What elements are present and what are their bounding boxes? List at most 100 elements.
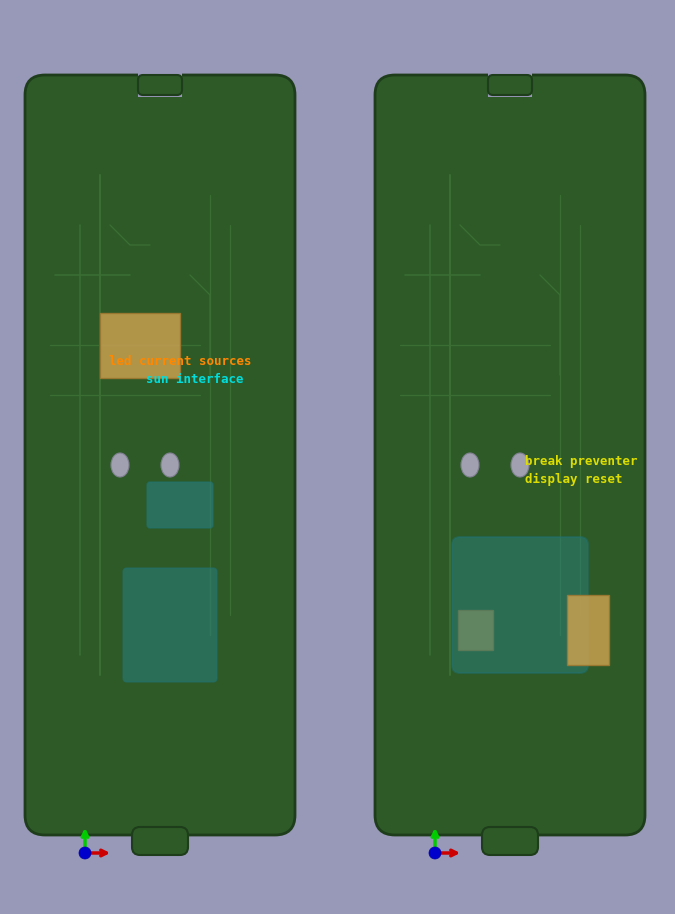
Bar: [111, 730, 119, 736]
Circle shape: [491, 154, 497, 162]
Circle shape: [567, 802, 573, 808]
Bar: [173, 490, 184, 496]
Bar: [495, 586, 509, 596]
Bar: [90, 781, 99, 787]
Circle shape: [431, 109, 443, 121]
Bar: [153, 322, 161, 328]
Bar: [591, 626, 601, 634]
Bar: [419, 710, 423, 719]
Ellipse shape: [111, 453, 129, 477]
Bar: [623, 720, 631, 726]
Circle shape: [153, 154, 159, 162]
Bar: [273, 780, 281, 786]
Bar: [111, 740, 119, 746]
Bar: [111, 335, 119, 343]
Bar: [454, 766, 462, 771]
Bar: [390, 196, 404, 204]
Bar: [452, 740, 458, 746]
Bar: [179, 663, 193, 671]
FancyBboxPatch shape: [452, 537, 588, 673]
Bar: [117, 781, 126, 787]
Circle shape: [78, 292, 82, 297]
Bar: [623, 744, 631, 750]
Circle shape: [188, 572, 192, 578]
Bar: [273, 708, 281, 714]
Bar: [421, 740, 429, 746]
Circle shape: [497, 252, 502, 258]
Bar: [188, 510, 200, 516]
Circle shape: [511, 792, 517, 798]
Circle shape: [148, 592, 153, 598]
Bar: [72, 730, 78, 736]
Circle shape: [227, 292, 232, 297]
Bar: [517, 564, 531, 574]
Bar: [124, 335, 134, 343]
Ellipse shape: [461, 453, 479, 477]
Circle shape: [150, 95, 170, 115]
Circle shape: [468, 533, 472, 537]
Bar: [462, 740, 468, 746]
Circle shape: [387, 772, 423, 808]
Bar: [117, 758, 126, 762]
Bar: [454, 758, 462, 762]
Circle shape: [140, 154, 148, 162]
Circle shape: [565, 800, 575, 810]
Bar: [90, 773, 99, 779]
Bar: [229, 176, 237, 184]
Bar: [523, 631, 537, 639]
Circle shape: [217, 272, 223, 278]
Circle shape: [605, 105, 625, 125]
Bar: [113, 263, 127, 272]
Bar: [184, 136, 192, 144]
Bar: [153, 335, 161, 343]
Circle shape: [514, 145, 522, 153]
Bar: [623, 696, 631, 702]
Bar: [103, 766, 113, 771]
Bar: [216, 211, 224, 218]
Bar: [229, 211, 237, 218]
Bar: [113, 246, 127, 254]
Bar: [592, 211, 600, 218]
Bar: [103, 758, 113, 762]
Circle shape: [585, 802, 591, 808]
Circle shape: [487, 552, 493, 558]
Bar: [117, 773, 126, 779]
Circle shape: [149, 792, 155, 798]
Circle shape: [396, 781, 414, 799]
Circle shape: [128, 154, 136, 162]
Bar: [113, 196, 127, 204]
Bar: [592, 176, 600, 184]
Circle shape: [558, 653, 562, 657]
Circle shape: [165, 145, 171, 153]
Circle shape: [477, 373, 483, 377]
Circle shape: [178, 503, 182, 507]
Circle shape: [491, 145, 497, 153]
Circle shape: [504, 99, 516, 111]
Bar: [441, 758, 450, 762]
Circle shape: [45, 105, 65, 125]
Circle shape: [247, 770, 287, 810]
Bar: [117, 766, 126, 771]
Circle shape: [97, 272, 103, 278]
FancyBboxPatch shape: [138, 75, 182, 95]
Bar: [90, 758, 99, 762]
Circle shape: [149, 792, 155, 798]
Circle shape: [77, 105, 97, 125]
Ellipse shape: [161, 453, 179, 477]
Circle shape: [245, 95, 285, 135]
Circle shape: [138, 693, 142, 697]
Circle shape: [178, 683, 182, 687]
Bar: [138, 349, 148, 356]
Circle shape: [499, 792, 505, 798]
Bar: [421, 730, 429, 736]
Bar: [179, 606, 193, 616]
Bar: [623, 756, 631, 762]
Circle shape: [235, 802, 241, 808]
Bar: [388, 399, 402, 408]
Circle shape: [128, 145, 136, 153]
Circle shape: [128, 373, 132, 377]
Circle shape: [35, 95, 75, 135]
Circle shape: [448, 272, 452, 278]
Bar: [539, 586, 553, 596]
Bar: [623, 780, 631, 786]
